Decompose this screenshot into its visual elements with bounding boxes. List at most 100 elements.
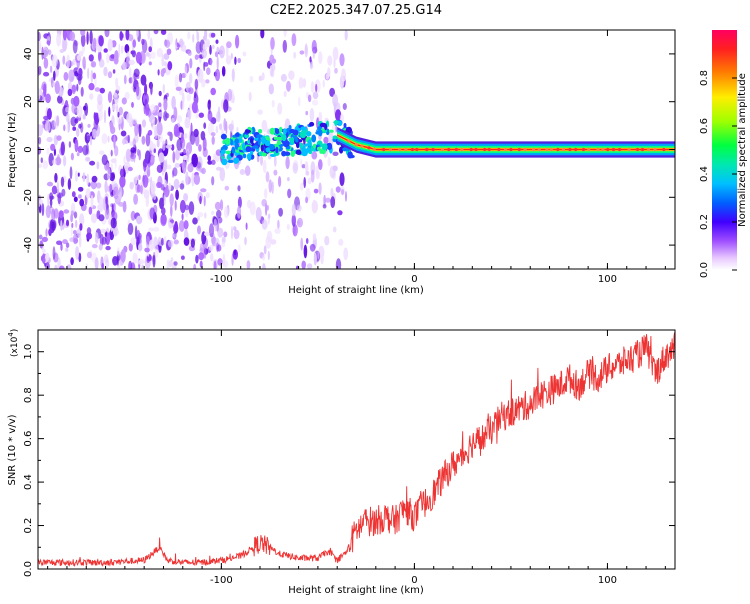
spectrogram-noise-blob (122, 200, 127, 213)
spectrogram-noise-blob (80, 30, 86, 36)
spectrogram-noise-blob (94, 87, 101, 92)
spectrogram-noise-blob (74, 170, 78, 182)
spectrogram-noise-blob (119, 175, 126, 188)
spectrogram-noise-blob (150, 104, 156, 114)
spectrogram-noise-blob (292, 162, 298, 174)
spectrogram-signal-blob (244, 129, 251, 134)
spectrogram-noise-blob (205, 40, 210, 48)
spectrogram-signal-blob (301, 149, 308, 157)
snr-ylabel: SNR (10 * v/v) (7, 414, 18, 485)
spectrogram-noise-blob (202, 137, 207, 152)
spectrogram-noise-blob (73, 211, 78, 219)
spectrogram-noise-blob (301, 260, 306, 269)
spectrogram-noise-blob (109, 172, 115, 182)
spectrogram-signal-blob (343, 123, 347, 128)
spectrogram-noise-blob (282, 39, 287, 53)
spectrogram-noise-blob (47, 49, 52, 56)
spectrogram-noise-blob (322, 204, 327, 209)
spectrogram-noise-blob (79, 223, 83, 231)
spectrogram-noise-blob (258, 75, 263, 82)
spectrogram-noise-blob (216, 209, 222, 219)
spectrogram-noise-blob (89, 135, 93, 146)
spectrogram-signal-blob (249, 138, 254, 144)
spectrogram-noise-blob (106, 185, 110, 192)
spectrogram-noise-blob (183, 220, 189, 230)
spectrogram-noise-blob (278, 207, 283, 217)
spectrogram-noise-blob (210, 32, 216, 38)
spectrogram-noise-blob (330, 187, 334, 198)
spectrogram-noise-blob (266, 204, 269, 211)
carrier-dot (627, 147, 631, 152)
spectrogram-noise-blob (219, 45, 225, 59)
carrier-dot (545, 147, 549, 152)
spectrogram-noise-blob (133, 193, 139, 205)
carrier-dot (635, 147, 640, 152)
spectrogram-signal-blob (338, 120, 343, 127)
spectrogram-noise-blob (231, 225, 233, 240)
spectrogram-noise-blob (94, 257, 99, 269)
spectrogram-noise-blob (118, 202, 125, 207)
spectrogram-noise-blob (189, 58, 193, 69)
snr-xtick-label: 0 (411, 575, 417, 586)
spectrogram-noise-blob (167, 239, 174, 248)
spectrogram-noise-blob (265, 203, 268, 216)
spectrogram-noise-blob (129, 141, 134, 146)
spectrogram-noise-blob (134, 122, 139, 136)
spectrogram-noise-blob (148, 227, 154, 232)
spectrogram-noise-blob (185, 171, 189, 186)
spectrogram-noise-blob (158, 152, 165, 163)
spectrogram-noise-blob (123, 74, 127, 85)
spectrogram-noise-blob (75, 219, 78, 228)
spectrogram-noise-blob (97, 203, 104, 213)
spectrogram-noise-blob (193, 91, 197, 99)
spectrogram-noise-blob (120, 130, 127, 137)
spectrogram-signal-blob (273, 136, 278, 140)
spectrogram-noise-blob (172, 233, 178, 238)
spectrogram-noise-blob (109, 183, 113, 193)
spectrogram-noise-blob (163, 194, 166, 206)
spectrogram-noise-blob (51, 208, 56, 222)
spectrogram-noise-blob (128, 260, 133, 269)
spectrogram-noise-blob (185, 210, 189, 218)
spectrogram-noise-blob (71, 222, 74, 228)
spectrogram-noise-blob (187, 50, 192, 56)
spectrogram-noise-blob (115, 77, 119, 88)
spectrogram-noise-blob (194, 78, 199, 90)
carrier-dot (532, 147, 536, 152)
spectrogram-noise-blob (141, 38, 145, 46)
spectrogram-noise-blob (181, 132, 184, 144)
spectrogram-noise-blob (300, 237, 304, 251)
spectrogram-noise-blob (156, 181, 162, 189)
spectrogram-noise-blob (271, 99, 275, 108)
spectrogram-signal-blob (321, 143, 328, 151)
spectrogram-noise-blob (70, 152, 74, 161)
spectrogram-noise-blob (118, 106, 124, 116)
spectrogram-noise-blob (87, 123, 91, 128)
carrier-dot (454, 147, 458, 152)
spectrogram-noise-blob (130, 210, 136, 221)
spectrogram-noise-blob (93, 117, 99, 132)
spectrogram-noise-blob (60, 141, 65, 156)
spectrogram-noise-blob (65, 106, 70, 113)
spectrogram-noise-blob (211, 235, 216, 245)
spectrogram-noise-blob (56, 240, 63, 246)
spectrogram-noise-blob (70, 213, 73, 223)
spectrogram-noise-blob (67, 81, 73, 92)
spectrogram-noise-blob (130, 50, 135, 55)
spectrogram-noise-blob (38, 146, 42, 155)
spectrogram-noise-blob (171, 144, 175, 151)
spectrogram-noise-blob (189, 73, 193, 84)
spectrogram-signal-blob (260, 144, 264, 152)
carrier-dot (587, 147, 591, 152)
spectrogram-noise-blob (89, 160, 96, 166)
spectrogram-noise-blob (114, 50, 119, 63)
spectrogram-noise-blob (197, 225, 201, 235)
spectrogram-noise-blob (225, 55, 232, 65)
spectrogram-noise-blob (133, 68, 140, 78)
spectrogram-noise-blob (204, 30, 208, 41)
spectrogram-noise-blob (315, 165, 319, 177)
spectrogram-noise-blob (46, 40, 51, 45)
spectrogram-noise-blob (267, 250, 270, 261)
spectrogram-noise-blob (178, 220, 185, 232)
spectrogram-signal-blob (295, 149, 302, 155)
